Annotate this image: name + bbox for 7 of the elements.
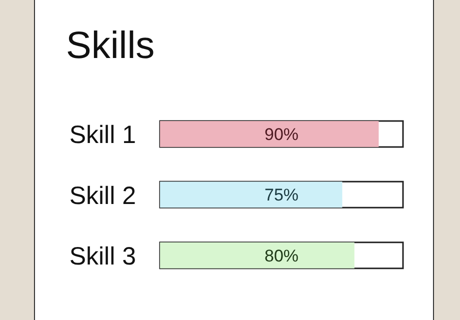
data-label: 90% (264, 124, 299, 144)
data-label: 80% (264, 246, 299, 266)
y-tick-label: Skill 2 (69, 182, 136, 210)
y-tick-label: Skill 1 (69, 121, 136, 150)
chart-title: Skills (66, 24, 155, 68)
data-label: 75% (264, 186, 299, 205)
y-tick-label: Skill 3 (69, 242, 136, 271)
